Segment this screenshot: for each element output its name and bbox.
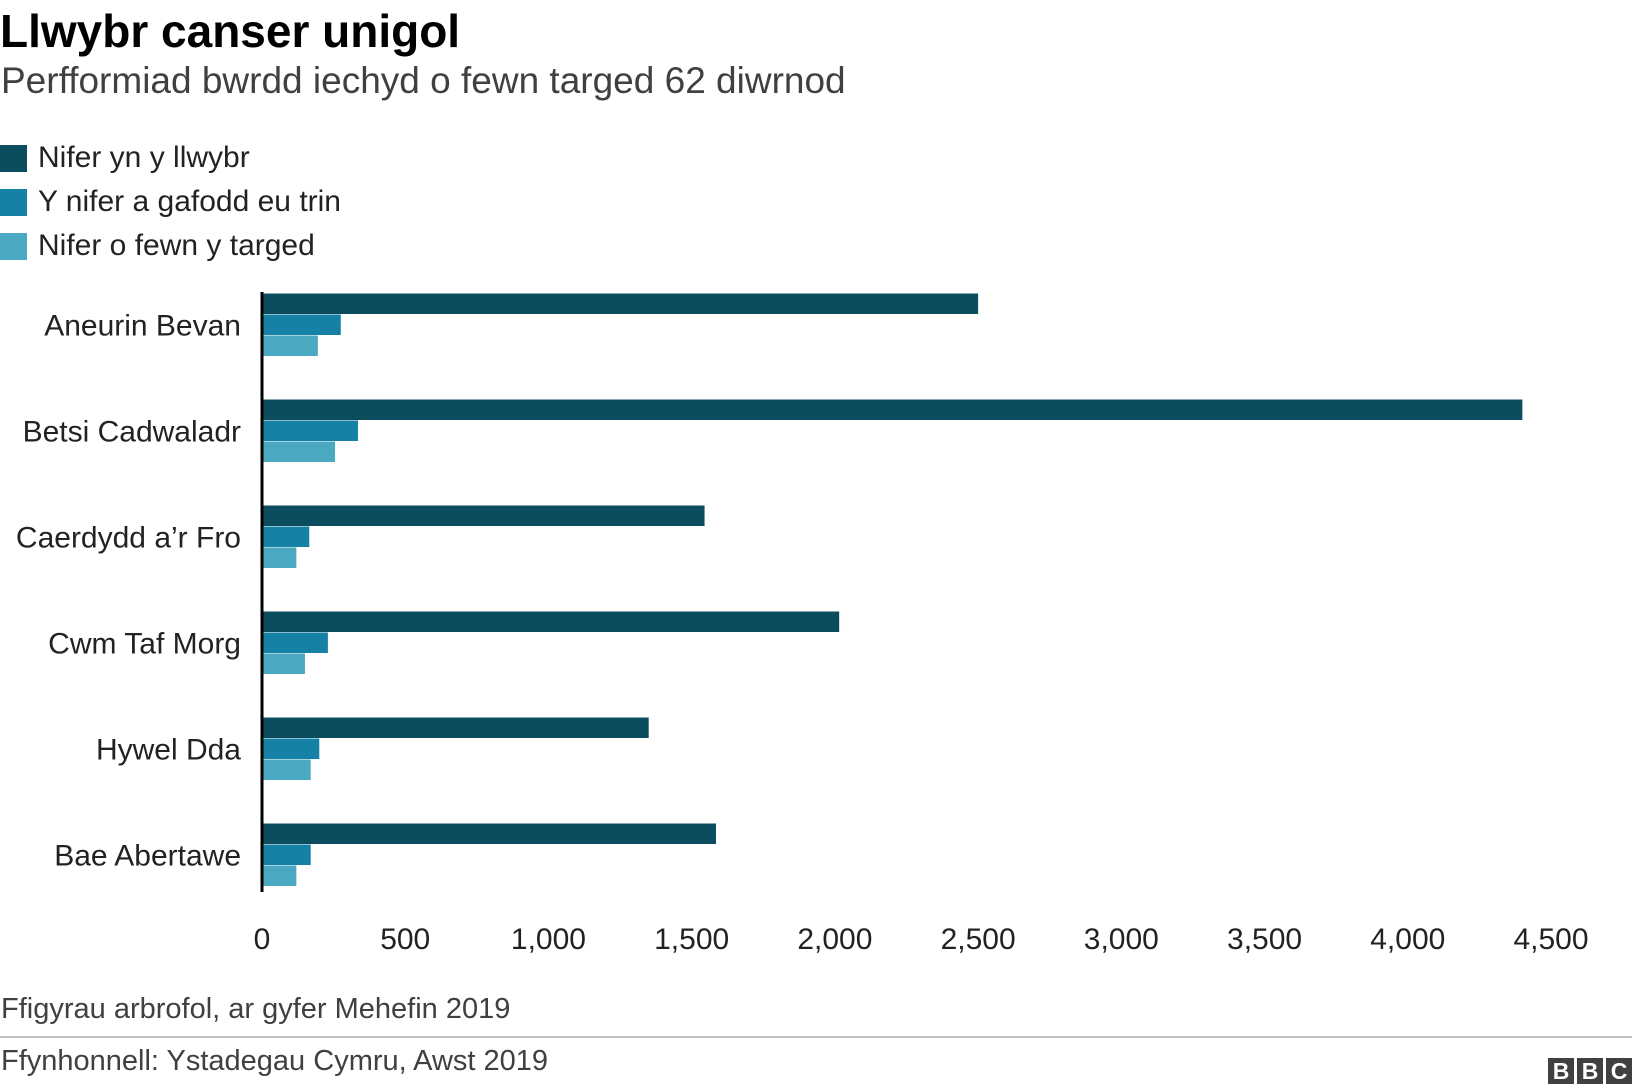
- x-tick-label: 1,500: [654, 923, 729, 956]
- bar: [262, 420, 358, 441]
- bar: [262, 823, 717, 844]
- bar: [262, 526, 310, 547]
- category-label: Caerdydd a’r Fro: [16, 522, 241, 555]
- bar: [262, 738, 320, 759]
- chart-title: Llwybr canser unigol: [0, 5, 461, 57]
- logo-letter: B: [1577, 1058, 1603, 1084]
- bar: [262, 844, 311, 865]
- bar: [262, 399, 1523, 420]
- footer-divider: [0, 1036, 1632, 1038]
- legend-swatch: [0, 188, 27, 216]
- logo-letter: B: [1548, 1058, 1574, 1084]
- bar: [262, 759, 311, 780]
- bar: [262, 611, 840, 632]
- bar: [262, 547, 297, 568]
- legend-swatch: [0, 232, 27, 260]
- source-note: Ffynhonnell: Ystadegau Cymru, Awst 2019: [1, 1045, 549, 1077]
- legend-item: Y nifer a gafodd eu trin: [0, 180, 341, 224]
- category-label: Betsi Cadwaladr: [23, 416, 241, 449]
- legend-item: Nifer o fewn y targed: [0, 224, 341, 268]
- x-tick-label: 1,000: [511, 923, 586, 956]
- category-label: Bae Abertawe: [54, 840, 241, 873]
- x-tick-label: 3,000: [1084, 923, 1159, 956]
- bar: [262, 505, 705, 526]
- bar-chart: Aneurin Bevan Betsi Cadwaladr Caerdydd a’r…: [16, 292, 1589, 956]
- logo-letter: C: [1606, 1058, 1632, 1084]
- chart-subtitle: Perfformiad bwrdd iechyd o fewn targed 6…: [1, 60, 846, 101]
- x-tick-label: 2,500: [941, 923, 1016, 956]
- x-tick-label: 0: [254, 923, 271, 956]
- x-tick-label: 500: [380, 923, 430, 956]
- footnote: Ffigyrau arbrofol, ar gyfer Mehefin 2019: [1, 993, 511, 1025]
- x-tick-label: 4,500: [1513, 923, 1588, 956]
- x-tick-label: 4,000: [1370, 923, 1445, 956]
- bar: [262, 314, 341, 335]
- legend-label: Nifer o fewn y targed: [38, 229, 315, 262]
- x-tick-label: 2,000: [797, 923, 872, 956]
- legend-label: Y nifer a gafodd eu trin: [38, 185, 341, 218]
- category-label: Aneurin Bevan: [44, 310, 241, 343]
- bar: [262, 335, 318, 356]
- bar: [262, 717, 649, 738]
- category-label: Hywel Dda: [96, 734, 241, 767]
- legend: Nifer yn y llwybr Y nifer a gafodd eu tr…: [0, 136, 341, 268]
- bar: [262, 632, 328, 653]
- category-label: Cwm Taf Morg: [48, 628, 241, 661]
- legend-swatch: [0, 144, 27, 172]
- bbc-logo: B B C: [1548, 1058, 1632, 1084]
- x-tick-label: 3,500: [1227, 923, 1302, 956]
- legend-label: Nifer yn y llwybr: [38, 141, 250, 174]
- bar: [262, 653, 305, 674]
- bar: [262, 441, 336, 462]
- bar: [262, 865, 297, 886]
- bar: [262, 293, 979, 314]
- legend-item: Nifer yn y llwybr: [0, 136, 341, 180]
